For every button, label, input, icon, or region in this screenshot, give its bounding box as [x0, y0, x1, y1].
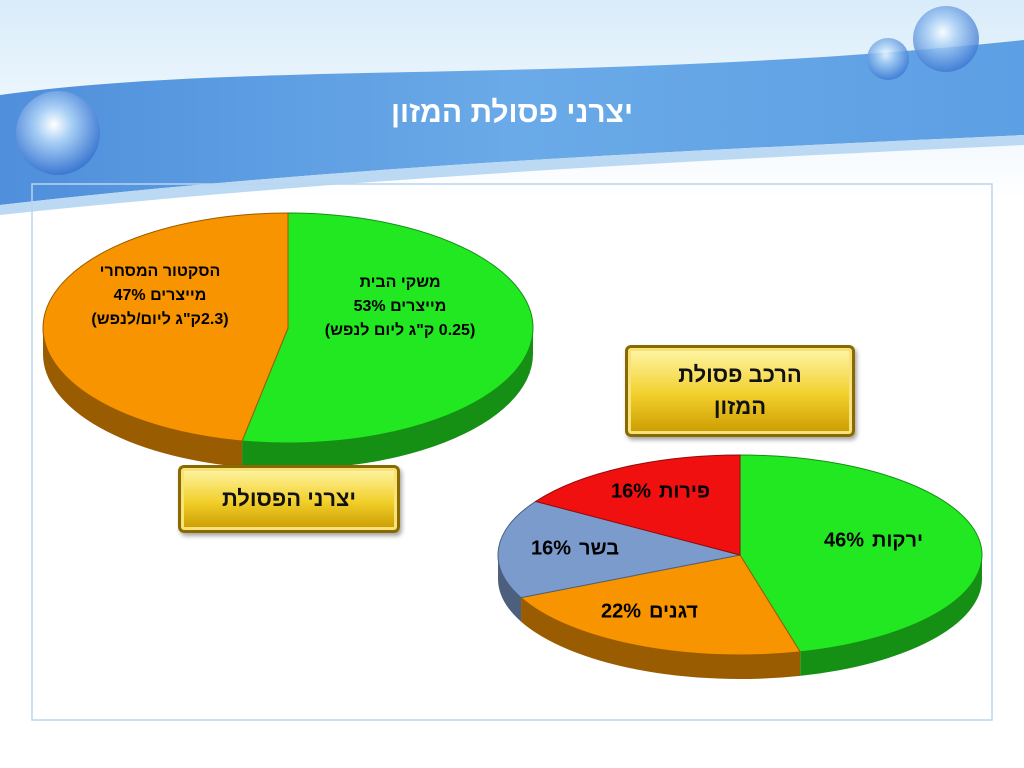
slice-side	[43, 328, 243, 467]
slide-title: יצרני פסולת המזון	[391, 96, 633, 129]
slice-annotation: (0.25 ק"ג ליום לנפש)	[325, 321, 476, 339]
slice	[497, 500, 741, 599]
slice	[519, 554, 802, 656]
slice-value-label: מייצרים 47%	[114, 287, 207, 304]
slice	[42, 212, 289, 442]
slice-side	[498, 555, 522, 622]
content-frame	[31, 183, 993, 721]
slice-label: משקי הבית	[359, 274, 440, 291]
header-wave-edge	[0, 135, 1024, 215]
slice-side	[800, 555, 982, 676]
slice	[534, 454, 741, 556]
bubble	[867, 38, 909, 80]
slice-label: ירקות	[872, 529, 923, 551]
slice-side	[242, 328, 533, 469]
slice	[241, 212, 534, 444]
slice-label: דגנים	[649, 600, 698, 622]
slice-value-label: מייצרים 53%	[354, 298, 447, 315]
chart-title: יצרני הפסולת	[178, 465, 400, 533]
slice-label: הסקטור המסחרי	[100, 263, 221, 280]
slice-value-label: 16%	[611, 480, 651, 502]
slice-value-label: 16%	[531, 537, 571, 559]
slice-value-label: 46%	[824, 529, 864, 551]
chart-title: הרכב פסולת המזון	[625, 345, 855, 437]
slice-annotation: (2.3ק"ג ליום/לנפש)	[91, 310, 228, 328]
header-wave	[0, 40, 1024, 205]
bubble	[913, 6, 979, 72]
slice-label: פירות	[659, 480, 710, 502]
slice	[739, 454, 983, 653]
slice-value-label: 22%	[601, 600, 641, 622]
slice-side	[521, 597, 801, 679]
bubble	[16, 91, 100, 175]
slice-label: בשר	[579, 537, 619, 559]
